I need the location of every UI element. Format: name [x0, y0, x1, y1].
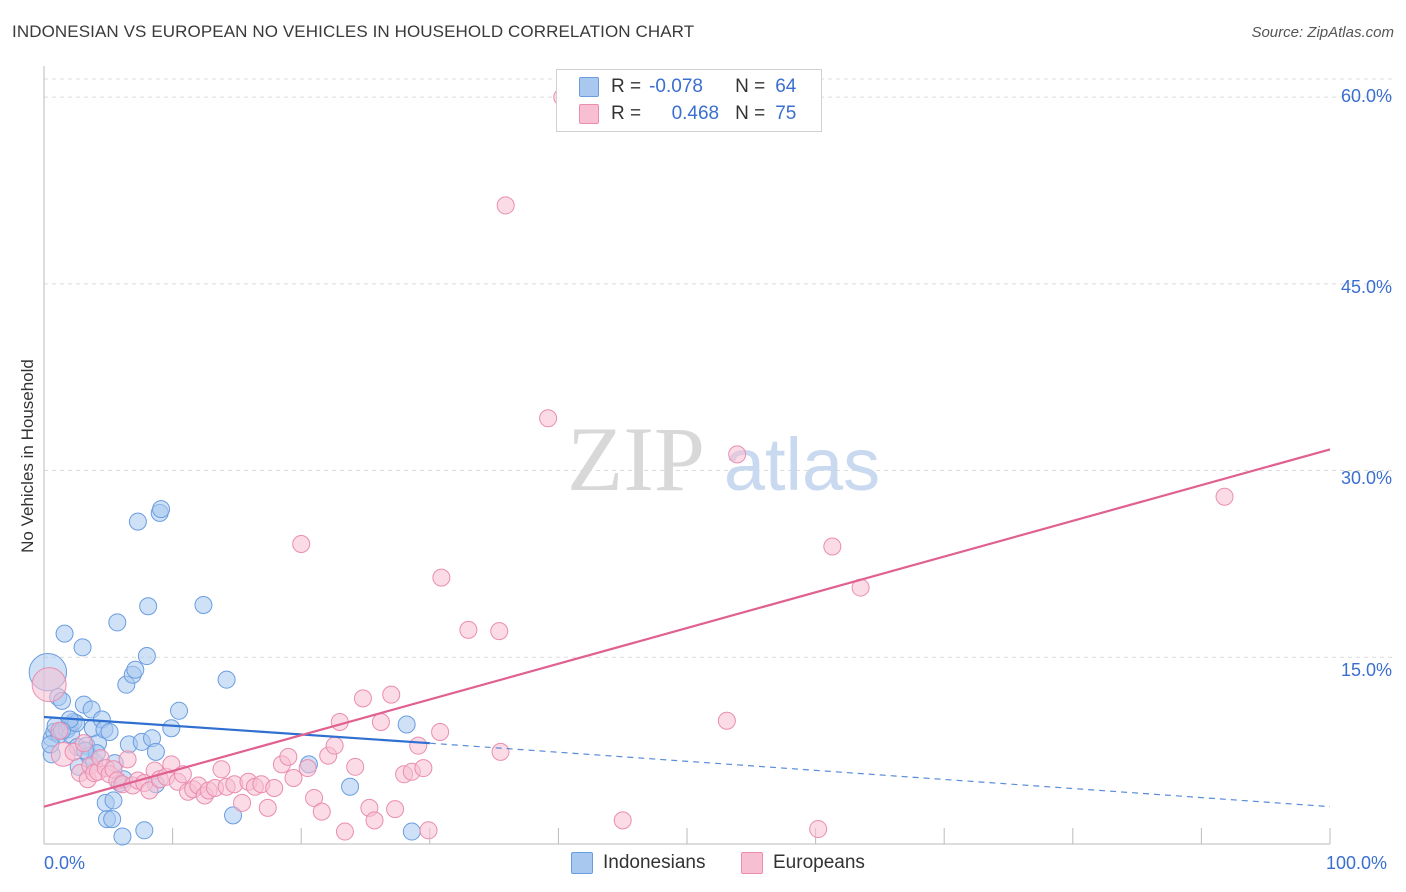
y-tick-label: 60.0%	[1340, 86, 1392, 106]
r-label: R =	[611, 76, 642, 97]
data-point	[217, 670, 236, 689]
data-point	[258, 798, 277, 817]
data-point	[312, 802, 331, 821]
data-point	[31, 667, 67, 703]
data-point	[386, 800, 405, 819]
data-point	[279, 747, 298, 766]
data-point	[292, 535, 311, 554]
legend-item-europeans[interactable]: Europeans	[741, 852, 865, 874]
data-point	[1215, 487, 1234, 506]
legend-swatch	[579, 104, 599, 124]
legend-label: Europeans	[773, 852, 865, 873]
data-point	[233, 793, 252, 812]
data-point	[55, 624, 74, 643]
data-point	[409, 736, 428, 755]
data-point	[104, 791, 123, 810]
data-point	[146, 742, 165, 761]
data-point	[432, 568, 451, 587]
chart-title: INDONESIAN VS EUROPEAN NO VEHICLES IN HO…	[12, 22, 695, 41]
data-point	[402, 822, 421, 841]
data-point	[717, 711, 736, 730]
watermark-zip: ZIP	[567, 408, 705, 510]
legend-row-indonesians: R = -0.078 N = 64	[579, 75, 796, 99]
data-point	[496, 196, 515, 215]
data-point	[613, 811, 632, 830]
data-point	[491, 742, 510, 761]
data-point	[265, 778, 284, 797]
y-axis-label: No Vehicles in Household	[18, 359, 37, 553]
data-point	[346, 757, 365, 776]
data-point	[118, 750, 137, 769]
data-point	[284, 769, 303, 788]
r-value: -0.078	[649, 76, 703, 97]
data-point	[298, 759, 317, 778]
data-point	[139, 597, 158, 616]
data-point	[353, 689, 372, 708]
data-point	[341, 777, 360, 796]
data-point	[365, 811, 384, 830]
data-point	[128, 512, 147, 531]
data-point	[194, 595, 213, 614]
data-point	[108, 613, 127, 632]
y-tick-label: 30.0%	[1340, 468, 1392, 488]
data-point	[397, 715, 416, 734]
data-point	[152, 500, 171, 519]
data-point	[823, 537, 842, 556]
data-point	[113, 827, 132, 846]
data-point	[103, 810, 122, 829]
data-point	[305, 788, 324, 807]
data-point	[419, 821, 438, 840]
legend-row-europeans: R = 0.468 N = 75	[579, 102, 796, 126]
legend-label: Indonesians	[603, 852, 706, 873]
data-point	[224, 806, 243, 825]
data-point	[539, 409, 558, 428]
data-point	[371, 713, 390, 732]
y-tick-label: 45.0%	[1340, 277, 1392, 297]
data-point	[212, 760, 231, 779]
n-value: 75	[775, 103, 797, 124]
data-point	[490, 622, 509, 641]
trend-line-dashed	[429, 742, 1331, 808]
r-value: 0.468	[671, 103, 720, 124]
data-point	[140, 781, 159, 800]
legend-swatch	[579, 77, 599, 97]
data-point	[431, 722, 450, 741]
data-point	[162, 755, 181, 774]
data-point	[809, 820, 828, 839]
r-label: R =	[611, 103, 642, 124]
data-point	[50, 721, 69, 740]
data-point	[325, 736, 344, 755]
data-point	[170, 701, 189, 720]
data-point	[126, 660, 145, 679]
data-point	[135, 821, 154, 840]
n-label: N =	[735, 76, 766, 97]
data-point	[74, 734, 93, 753]
data-point	[100, 722, 119, 741]
data-point	[728, 445, 747, 464]
legend-swatch	[741, 852, 763, 874]
watermark-atlas: atlas	[724, 423, 880, 506]
data-point	[162, 719, 181, 738]
trend-line	[43, 448, 1331, 808]
data-point	[73, 638, 92, 657]
x-tick-label: 0.0%	[44, 853, 86, 873]
data-point	[335, 822, 354, 841]
gridlines	[44, 78, 1392, 658]
stats-legend: R = -0.078 N = 64 R = 0.468 N = 75	[556, 69, 822, 132]
source-label: Source: ZipAtlas.com	[1251, 24, 1394, 41]
data-point	[137, 647, 156, 666]
data-point	[414, 759, 433, 778]
legend-swatch	[571, 852, 593, 874]
trend-line	[43, 715, 430, 745]
x-tick-label: 100.0%	[1326, 853, 1388, 873]
data-point	[459, 620, 478, 639]
n-label: N =	[735, 103, 766, 124]
y-tick-label: 15.0%	[1340, 660, 1392, 680]
watermark: ZIP atlas	[567, 408, 880, 510]
legend-item-indonesians[interactable]: Indonesians	[571, 852, 705, 874]
data-point	[382, 685, 401, 704]
n-value: 64	[775, 76, 797, 97]
